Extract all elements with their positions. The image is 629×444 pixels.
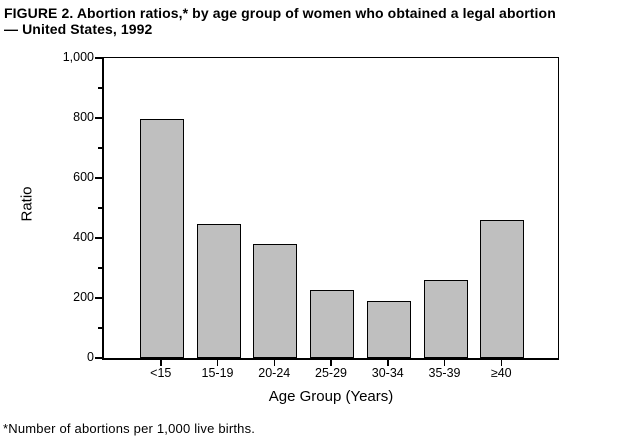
x-tick — [160, 360, 162, 366]
y-tick-label: 400 — [73, 230, 94, 244]
x-tick — [330, 360, 332, 366]
footnote: *Number of abortions per 1,000 live birt… — [3, 421, 256, 436]
y-minor-tick — [98, 147, 102, 149]
figure-title: FIGURE 2. Abortion ratios,* by age group… — [4, 5, 626, 37]
y-major-tick — [95, 357, 102, 359]
bar — [139, 119, 184, 358]
y-tick-label: 1,000 — [62, 50, 94, 64]
y-minor-tick — [98, 87, 102, 89]
bar — [196, 224, 241, 358]
y-minor-tick — [98, 327, 102, 329]
bar — [423, 279, 468, 358]
plot-area: Age Group (Years) 0 200 400 600 800 1,000 <15 1… — [63, 50, 559, 405]
figure-title-line1: FIGURE 2. Abortion ratios,* by age group… — [4, 5, 556, 21]
y-tick-label: 200 — [73, 290, 94, 304]
x-tick — [273, 360, 275, 366]
y-minor-tick — [98, 267, 102, 269]
y-tick-label: 600 — [73, 170, 94, 184]
x-tick — [443, 360, 446, 366]
bar — [366, 300, 411, 358]
x-tick-label: 30-34 — [371, 366, 404, 380]
bar — [480, 219, 525, 358]
y-major-tick — [95, 177, 102, 179]
x-tick-label: 25-29 — [315, 366, 347, 380]
x-tick — [387, 360, 389, 366]
x-tick — [216, 360, 219, 366]
y-minor-tick — [98, 207, 102, 209]
bar — [310, 290, 354, 358]
x-tick-label: 15-19 — [201, 366, 234, 380]
y-major-tick — [95, 297, 102, 299]
x-tick-label: 35-39 — [428, 366, 461, 380]
y-axis-title: Ratio — [18, 186, 36, 222]
y-major-tick — [95, 57, 102, 59]
y-tick-label: 800 — [73, 110, 94, 124]
y-major-tick — [95, 237, 102, 239]
figure-title-line2: — United States, 1992 — [4, 21, 153, 37]
y-tick-label: 0 — [87, 350, 94, 364]
x-tick-label: 20-24 — [258, 366, 291, 380]
x-tick-label: ≥40 — [490, 366, 512, 380]
x-axis-title: Age Group (Years) — [268, 388, 394, 405]
bar — [253, 243, 298, 358]
x-tick-label: <15 — [150, 366, 172, 380]
y-major-tick — [95, 117, 102, 119]
x-tick — [500, 360, 502, 366]
